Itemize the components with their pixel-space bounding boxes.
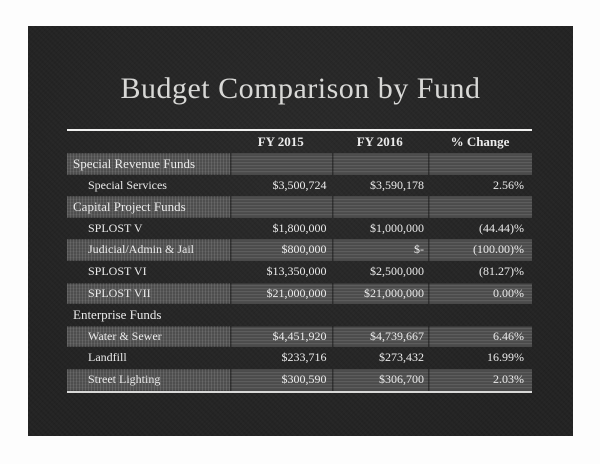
fund-label: Special Services — [88, 177, 167, 192]
fund-label: SPLOST VII — [67, 282, 230, 305]
slide: Budget Comparison by Fund FY 2015 FY 201… — [28, 26, 573, 436]
table-row-splost-vii: SPLOST VII $21,000,000 $21,000,000 0.00% — [67, 282, 532, 305]
fy2015-value — [230, 153, 332, 175]
fy2015-value: $21,000,000 — [230, 282, 332, 305]
col-header-fy2016: FY 2016 — [356, 134, 403, 149]
fy2015-value: $13,350,000 — [266, 263, 327, 278]
table-row-special-services: Special Services $3,500,724 $3,590,178 2… — [67, 175, 532, 197]
fy2016-value — [332, 304, 429, 326]
fy2015-value — [230, 196, 332, 218]
fy2015-value: $1,800,000 — [272, 220, 327, 235]
fy2015-value: $3,500,724 — [272, 177, 327, 192]
change-value: 0.00% — [428, 282, 532, 305]
fy2015-value: $300,590 — [230, 368, 332, 391]
fy2015-value: $233,716 — [281, 350, 327, 365]
fy2016-value: $3,590,178 — [370, 177, 424, 192]
fy2016-value: $- — [331, 239, 428, 261]
fund-label: Capital Project Funds — [67, 196, 230, 218]
fy2015-value — [230, 304, 332, 326]
change-value: (81.27)% — [479, 263, 524, 278]
change-value: (44.44)% — [479, 220, 524, 235]
fy2016-value: $21,000,000 — [331, 282, 428, 305]
fy2016-value — [331, 196, 428, 218]
table-row-judicial-admin-jail: Judicial/Admin & Jail $800,000 $- (100.0… — [67, 239, 532, 261]
slide-title: Budget Comparison by Fund — [120, 72, 481, 105]
fund-label: SPLOST V — [88, 220, 143, 235]
fund-label: Judicial/Admin & Jail — [67, 239, 230, 261]
fund-label: Landfill — [88, 350, 127, 365]
table-row-enterprise-funds: Enterprise Funds — [67, 304, 532, 326]
fy2015-value: $800,000 — [230, 239, 332, 261]
change-value — [428, 153, 532, 175]
table-row-street-lighting: Street Lighting $300,590 $306,700 2.03% — [67, 368, 532, 391]
table-row-capital-project-funds: Capital Project Funds — [67, 196, 532, 218]
change-value: 2.03% — [428, 368, 532, 391]
table-row-splost-vi: SPLOST VI $13,350,000 $2,500,000 (81.27)… — [67, 261, 532, 283]
fy2016-value: $4,739,667 — [331, 325, 428, 348]
fy2016-value — [331, 153, 428, 175]
fy2016-value: $1,000,000 — [370, 220, 424, 235]
table-row-landfill: Landfill $233,716 $273,432 16.99% — [67, 347, 532, 369]
change-value: 16.99% — [487, 350, 524, 365]
table-row-special-revenue-funds: Special Revenue Funds — [67, 153, 532, 175]
change-value: 2.56% — [493, 177, 524, 192]
fund-label: Water & Sewer — [67, 325, 230, 348]
table-row-splost-v: SPLOST V $1,800,000 $1,000,000 (44.44)% — [67, 218, 532, 240]
fund-label: Enterprise Funds — [73, 307, 162, 323]
table-row-water-sewer: Water & Sewer $4,451,920 $4,739,667 6.46… — [67, 325, 532, 348]
change-value: (100.00)% — [428, 239, 532, 261]
col-header-change: % Change — [450, 134, 510, 149]
fy2015-value: $4,451,920 — [230, 325, 332, 348]
col-header-fund — [67, 131, 230, 153]
change-value — [428, 304, 532, 326]
budget-table: FY 2015 FY 2016 % Change Special Revenue… — [67, 129, 532, 393]
table-header-row: FY 2015 FY 2016 % Change — [67, 131, 532, 153]
fund-label: Street Lighting — [67, 368, 230, 391]
fy2016-value: $306,700 — [331, 368, 428, 391]
fund-label: Special Revenue Funds — [67, 153, 230, 175]
change-value — [428, 196, 532, 218]
change-value: 6.46% — [428, 325, 532, 348]
col-header-fy2015: FY 2015 — [257, 134, 304, 149]
fy2016-value: $2,500,000 — [370, 263, 424, 278]
fy2016-value: $273,432 — [379, 350, 424, 365]
fund-label: SPLOST VI — [88, 263, 147, 278]
